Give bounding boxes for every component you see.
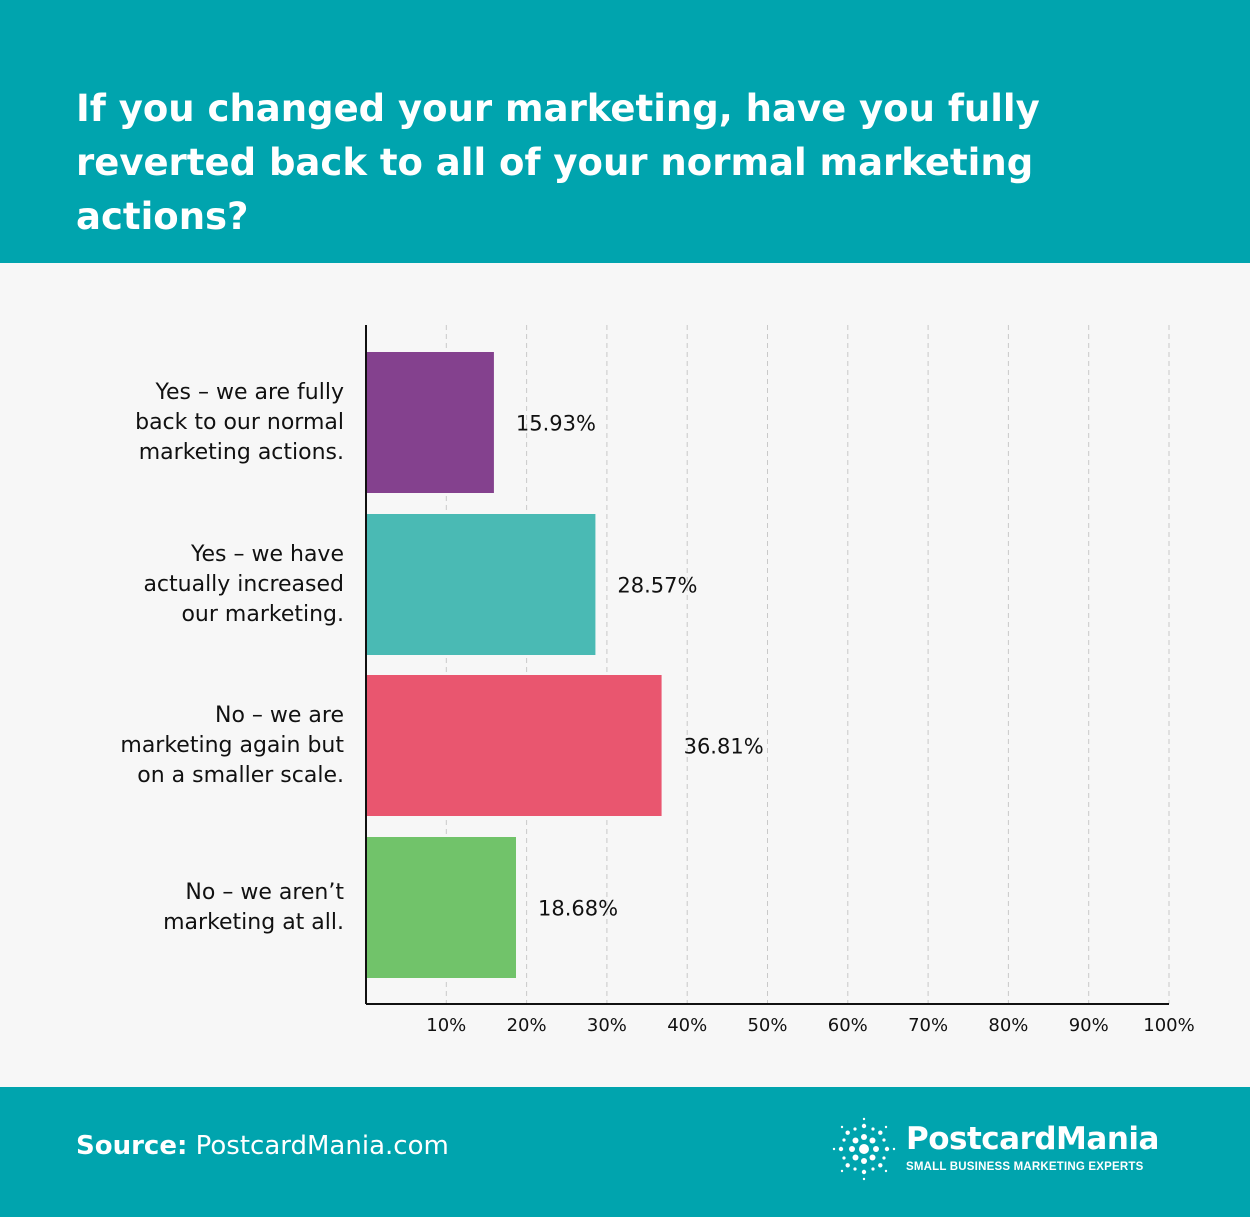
x-tick-label: 80% xyxy=(988,1015,1028,1036)
header-band: If you changed your marketing, have you … xyxy=(0,0,1250,263)
chart-area: 10% 20% 30% 40% 50% 60% 70% 80% 90% 100% 15.93% 28.… xyxy=(0,263,1250,1087)
footer-band: Source: PostcardMania.com xyxy=(0,1087,1250,1217)
category-label-line: marketing actions. xyxy=(138,439,344,465)
category-label-line: our marketing. xyxy=(181,601,344,627)
source-label: Source: xyxy=(76,1131,188,1161)
brand-name: PostcardMania xyxy=(906,1121,1159,1157)
brand-logo: PostcardMania SMALL BUSINESS MARKETING E… xyxy=(832,1117,1182,1187)
x-tick-label: 100% xyxy=(1143,1015,1194,1036)
x-tick-label: 30% xyxy=(587,1015,627,1036)
sunburst-dots-icon xyxy=(832,1117,896,1181)
x-tick-label: 10% xyxy=(426,1015,466,1036)
x-tick-label: 40% xyxy=(667,1015,707,1036)
x-tick-label: 90% xyxy=(1069,1015,1109,1036)
category-label: Yes – we have actually increased our marke… xyxy=(84,540,344,630)
value-label: 18.68% xyxy=(538,897,618,921)
category-label-line: actually increased xyxy=(143,571,344,597)
bar xyxy=(366,675,662,816)
category-label-line: on a smaller scale. xyxy=(137,762,344,788)
bar xyxy=(366,352,494,493)
value-label: 28.57% xyxy=(617,574,697,598)
brand-tagline: SMALL BUSINESS MARKETING EXPERTS xyxy=(906,1161,1144,1173)
category-label-line: No – we are xyxy=(214,702,344,728)
category-label-line: marketing at all. xyxy=(163,909,344,935)
chart-title: If you changed your marketing, have you … xyxy=(76,87,1040,238)
x-tick-label: 70% xyxy=(908,1015,948,1036)
category-label-line: Yes – we have xyxy=(190,541,344,567)
category-label-line: No – we aren’t xyxy=(185,879,344,905)
category-label-line: back to our normal xyxy=(135,409,344,435)
value-label: 36.81% xyxy=(684,735,764,759)
x-tick-label: 60% xyxy=(828,1015,868,1036)
category-label-line: Yes – we are fully xyxy=(155,379,344,405)
source-line: Source: PostcardMania.com xyxy=(76,1131,449,1161)
x-tick-label: 50% xyxy=(747,1015,787,1036)
source-value: PostcardMania.com xyxy=(195,1131,449,1161)
category-label: No – we aren’t marketing at all. xyxy=(84,878,344,938)
category-label: No – we are marketing again but on a small… xyxy=(84,701,344,791)
bar xyxy=(366,514,596,655)
value-label: 15.93% xyxy=(516,412,596,436)
bar xyxy=(366,837,517,978)
category-label-line: marketing again but xyxy=(120,732,344,758)
bar-chart: 10% 20% 30% 40% 50% 60% 70% 80% 90% 100% 15.93% 28.… xyxy=(365,325,1195,1036)
category-label: Yes – we are fully back to our normal mark… xyxy=(84,378,344,468)
x-tick-label: 20% xyxy=(507,1015,547,1036)
